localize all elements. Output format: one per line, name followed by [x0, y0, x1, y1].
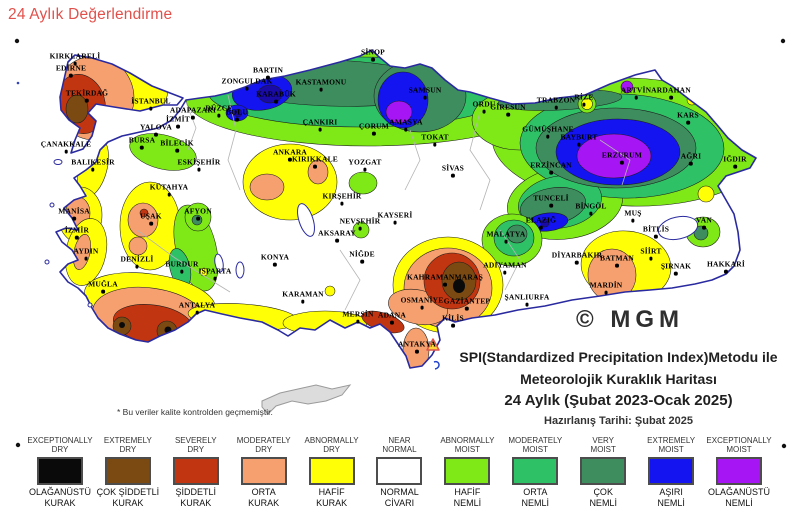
legend-item: EXTREMELY DRY ÇOK ŞİDDETLİ KURAK [94, 434, 162, 509]
anchor-icon [433, 360, 440, 370]
caption-period: 24 Aylık (Şubat 2023-Ocak 2025) [504, 392, 733, 409]
legend-item: ABNORMALLY DRY HAFİF KURAK [298, 434, 366, 509]
legend-color-swatch [444, 457, 491, 485]
legend-color-swatch [376, 457, 423, 485]
province-borders [136, 94, 631, 311]
legend-label-tr: ÇOK NEMLİ [589, 487, 617, 508]
legend-label-en: EXCEPTIONALLY DRY [27, 435, 93, 454]
legend-label-en: SEVERELY DRY [174, 435, 217, 454]
lakes [44, 159, 699, 308]
legend-item: MODERATELY DRY ORTA KURAK [230, 434, 298, 509]
caption-title: Meteorolojik Kuraklık Haritası [520, 371, 717, 387]
legend-label-tr: ORTA KURAK [248, 487, 280, 508]
caption-method: SPI(Standardized Precipitation Index)Met… [459, 349, 778, 365]
legend-label-en: NEAR NORMAL [382, 435, 417, 454]
legend-label-tr: ORTA NEMLİ [521, 487, 550, 508]
legend-item: EXTREMELY MOIST AŞIRI NEMLİ [637, 434, 705, 509]
legend-label-en: ABNORMALLY MOIST [440, 435, 495, 454]
legend-color-swatch [240, 457, 287, 485]
caption-date: Hazırlanış Tarihi: Şubat 2025 [544, 415, 693, 427]
legend-item: VERY MOIST ÇOK NEMLİ [569, 434, 637, 509]
cyprus-island [261, 384, 352, 415]
legend-item: ABNORMALLY MOIST HAFİF NEMLİ [433, 434, 501, 509]
legend-label-en: EXCEPTIONALLY MOIST [706, 435, 772, 454]
legend-color-swatch [512, 457, 559, 485]
warning-icon [426, 338, 440, 351]
legend: EXCEPTIONALLY DRY OLAĞANÜSTÜ KURAK EXTREME… [0, 434, 799, 509]
legend-item: MODERATELY MOIST ORTA NEMLİ [501, 434, 569, 509]
legend-item: NEAR NORMAL NORMAL CİVARI [366, 434, 434, 509]
legend-label-en: ABNORMALLY DRY [304, 435, 359, 454]
legend-label-en: EXTREMELY MOIST [647, 435, 696, 454]
legend-label-tr: HAFİF KURAK [316, 487, 348, 508]
copyright-watermark: © MGM [576, 306, 685, 333]
legend-color-swatch [308, 457, 355, 485]
legend-color-swatch [104, 457, 151, 485]
legend-color-swatch [580, 457, 627, 485]
legend-color-swatch [172, 457, 219, 485]
map-caption: SPI(Standardized Precipitation Index)Met… [447, 349, 790, 427]
legend-item: EXCEPTIONALLY MOIST OLAĞANÜSTÜ NEMLİ [705, 434, 773, 509]
legend-color-swatch [716, 457, 763, 485]
legend-item: EXCEPTIONALLY DRY OLAĞANÜSTÜ KURAK [26, 434, 94, 509]
legend-label-tr: NORMAL CİVARI [380, 487, 419, 508]
legend-label-tr: ŞİDDETLİ KURAK [175, 487, 217, 508]
legend-label-tr: OLAĞANÜSTÜ KURAK [28, 487, 91, 508]
legend-label-tr: OLAĞANÜSTÜ NEMLİ [708, 487, 771, 508]
turkey-outline [55, 49, 757, 369]
legend-label-tr: HAFİF NEMLİ [453, 487, 482, 508]
legend-item: SEVERELY DRY ŞİDDETLİ KURAK [162, 434, 230, 509]
legend-color-swatch [648, 457, 695, 485]
legend-label-en: MODERATELY DRY [236, 435, 291, 454]
legend-label-tr: AŞIRI NEMLİ [657, 487, 685, 508]
legend-label-en: EXTREMELY DRY [103, 435, 152, 454]
page-title: 24 Aylık Değerlendirme [8, 6, 173, 23]
map-footnote: * Bu veriler kalite kontrolden geçmemişt… [117, 407, 273, 417]
legend-label-tr: ÇOK ŞİDDETLİ KURAK [96, 487, 160, 508]
legend-color-swatch [36, 457, 83, 485]
legend-label-en: VERY MOIST [590, 435, 616, 454]
map-corner-markers [14, 38, 787, 449]
legend-items: EXCEPTIONALLY DRY OLAĞANÜSTÜ KURAK EXTREME… [0, 434, 799, 509]
legend-label-en: MODERATELY MOIST [508, 435, 563, 454]
